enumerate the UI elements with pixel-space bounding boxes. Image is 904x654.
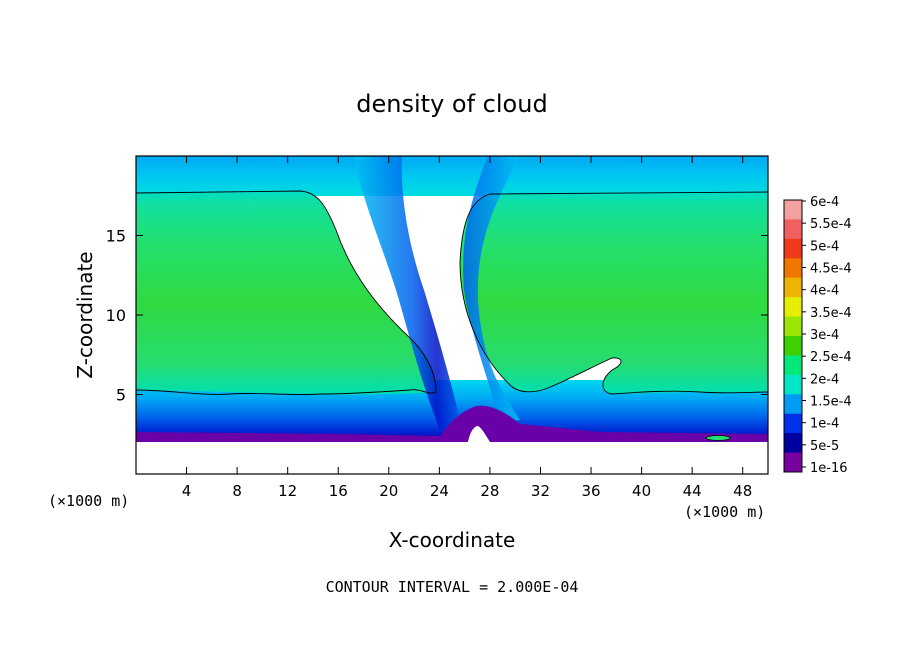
colorbar-label: 6e-4: [810, 195, 839, 210]
x-tick-label: 36: [581, 482, 600, 500]
x-unit-left: (×1000 m): [48, 492, 129, 510]
chart-title: density of cloud: [356, 90, 547, 118]
x-tick-label: 12: [278, 482, 297, 500]
x-tick-label: 32: [531, 482, 550, 500]
x-axis: 4 8 12 16 20 24 28 32 36 40 44 48: [182, 156, 752, 500]
colorbar-label: 5.5e-4: [810, 217, 852, 232]
colorbar-label: 3e-4: [810, 328, 839, 343]
y-tick-label: 15: [106, 227, 126, 246]
clear-region-below: [136, 442, 768, 474]
colorbar-swatch: [784, 452, 802, 473]
colorbar-frame: [783, 199, 803, 473]
colorbar-swatch: [784, 200, 802, 220]
y-tick-label: 5: [116, 386, 126, 405]
x-tick-label: 44: [683, 482, 702, 500]
y-tick-label: 10: [106, 306, 126, 325]
colorbar: 6e-4 5.5e-4 5e-4 4.5e-4 4e-4 3.5e-4 3e-4 2.5e-4…: [783, 195, 852, 476]
contour-interval-note: CONTOUR INTERVAL = 2.000E-04: [326, 578, 579, 596]
colorbar-label: 3.5e-4: [810, 306, 852, 321]
clear-notch: [468, 426, 490, 442]
colorbar-label: 1e-4: [810, 417, 839, 432]
cloud-region-left: [136, 191, 436, 395]
colorbar-swatch: [784, 316, 802, 337]
x-tick-label: 40: [632, 482, 651, 500]
x-tick-label: 16: [329, 482, 348, 500]
colorbar-swatch: [784, 336, 802, 356]
contour-blob: [705, 435, 731, 441]
colorbar-label: 4e-4: [810, 284, 839, 299]
contour-line-right: [459, 191, 768, 395]
colorbar-swatch: [784, 258, 802, 279]
colorbar-swatch: [784, 413, 802, 434]
y-axis: 5 10 15: [106, 227, 768, 405]
colorbar-label: 5e-4: [810, 239, 839, 254]
plot-area: [136, 156, 768, 474]
colorbar-swatch: [784, 277, 802, 298]
x-tick-label: 24: [430, 482, 449, 500]
colorbar-swatch: [784, 433, 802, 454]
colorbar-swatch: [784, 374, 802, 395]
y-axis-label: Z-coordinate: [73, 251, 97, 378]
x-tick-label: 48: [733, 482, 752, 500]
colorbar-swatch: [784, 355, 802, 376]
colorbar-label: 1.5e-4: [810, 395, 852, 410]
x-tick-label: 8: [232, 482, 242, 500]
colorbar-label: 2.5e-4: [810, 350, 852, 365]
colorbar-label: 5e-5: [810, 439, 839, 454]
downdraft-gap: [354, 156, 520, 430]
x-tick-label: 4: [182, 482, 192, 500]
contour-line-left: [136, 190, 437, 396]
x-tick-label: 20: [379, 482, 398, 500]
colorbar-label: 2e-4: [810, 372, 839, 387]
colorbar-label: 1e-16: [810, 461, 848, 476]
x-unit-right: (×1000 m): [684, 503, 765, 521]
colorbar-swatch: [784, 219, 802, 240]
upper-band: [136, 156, 768, 196]
colorbar-label: 4.5e-4: [810, 262, 852, 277]
x-axis-label: X-coordinate: [389, 528, 516, 552]
cloud-base-layer: [136, 405, 768, 442]
colorbar-swatch: [784, 238, 802, 259]
colorbar-swatch: [784, 394, 802, 415]
x-tick-label: 28: [480, 482, 499, 500]
colorbar-swatch: [784, 297, 802, 318]
cloud-region-right: [460, 192, 768, 394]
